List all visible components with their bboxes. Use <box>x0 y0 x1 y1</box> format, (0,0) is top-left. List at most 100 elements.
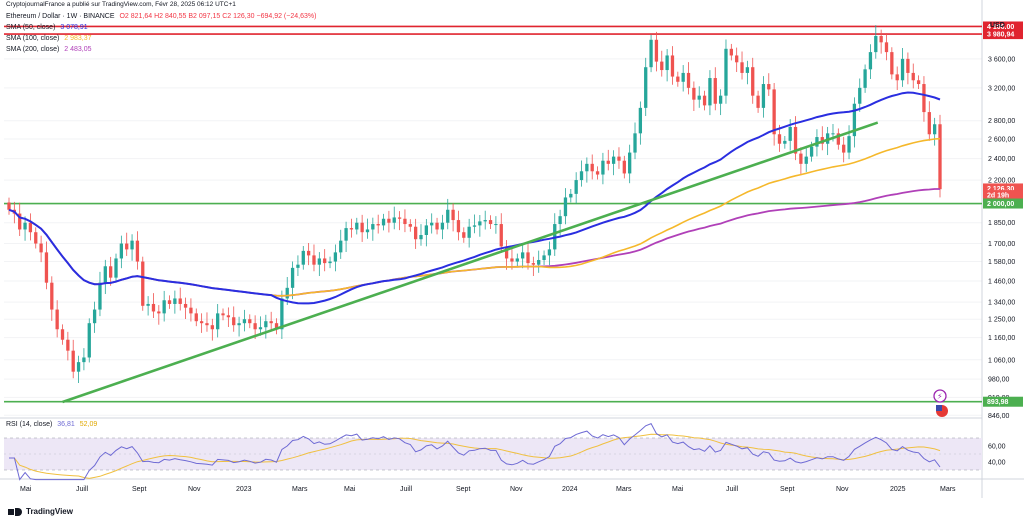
symbol-title: Ethereum / Dollar · 1W · BINANCE <box>6 13 115 20</box>
candle-body <box>922 84 926 113</box>
candle-body <box>66 339 70 351</box>
candle-body <box>927 112 931 135</box>
candle-body <box>601 160 605 175</box>
candle-body <box>146 303 150 306</box>
time-tick-label: Sept <box>132 486 146 493</box>
sma100-label: SMA (100, close) <box>6 35 60 42</box>
candle-body <box>119 243 124 259</box>
candle-body <box>349 228 354 230</box>
candle-body <box>772 89 776 135</box>
candle-body <box>71 350 75 372</box>
candle-body <box>440 222 445 230</box>
rsi-ma-value: 52,09 <box>79 421 98 428</box>
candle-body <box>151 303 156 312</box>
candle-body <box>852 103 857 137</box>
time-tick-label: Juill <box>400 486 413 493</box>
sma200-value: 2 483,05 <box>64 46 92 53</box>
time-tick-label: Mars <box>940 486 956 493</box>
price-tag-label: 2d 19h <box>987 193 1009 200</box>
sma50-legend[interactable]: SMA (50, close) 3 078,91 <box>6 24 88 31</box>
candle-body <box>296 264 300 268</box>
candle-body <box>606 160 610 164</box>
candle-body <box>167 300 172 304</box>
candle-body <box>264 321 268 328</box>
candle-body <box>210 325 214 330</box>
time-tick-label: Mai <box>20 486 32 493</box>
candle-body <box>670 55 675 77</box>
rsi-legend[interactable]: RSI (14, close) 36,81 52,09 <box>6 421 97 428</box>
rsi-label: RSI (14, close) <box>6 421 53 428</box>
sma50-label: SMA (50, close) <box>6 24 56 31</box>
time-tick-label: Mars <box>616 486 632 493</box>
candle-body <box>419 234 423 240</box>
price-tick-label: 2 800,00 <box>988 118 1015 125</box>
price-tick-label: 846,00 <box>988 413 1010 420</box>
candle-body <box>103 266 107 283</box>
candle-body <box>376 224 380 226</box>
candle-body <box>483 220 487 222</box>
brand-name: TradingView <box>26 507 73 516</box>
price-tag-label: 4 106,00 <box>987 24 1014 31</box>
sma100-legend[interactable]: SMA (100, close) 2 983,37 <box>6 35 92 42</box>
candle-body <box>462 232 466 238</box>
price-tick-label: 2 200,00 <box>988 178 1015 185</box>
time-tick-label: Mars <box>292 486 308 493</box>
price-tick-label: 1 060,00 <box>988 357 1015 364</box>
candle-body <box>761 84 766 108</box>
candle-body <box>7 202 11 210</box>
currency-label: USD <box>990 22 1005 29</box>
candle-body <box>328 261 332 264</box>
candle-body <box>114 258 118 278</box>
trendline-line <box>62 121 879 404</box>
candle-body <box>157 311 161 314</box>
candle-body <box>537 259 541 265</box>
candle-body <box>906 58 910 73</box>
candle-body <box>34 232 38 244</box>
price-tick-label: 3 600,00 <box>988 56 1015 63</box>
candle-body <box>526 252 530 264</box>
candle-body <box>280 298 284 330</box>
candle-body <box>815 137 819 147</box>
candle-body <box>521 252 525 259</box>
candle-body <box>504 246 509 259</box>
candle-body <box>585 163 589 172</box>
candle-body <box>488 220 493 225</box>
rsi-panel <box>4 422 982 481</box>
time-tick-label: Juill <box>76 486 89 493</box>
candle-body <box>617 156 621 161</box>
candle-body <box>301 250 305 265</box>
candle-body <box>199 321 204 324</box>
candle-body <box>681 72 685 82</box>
tradingview-icon <box>8 507 22 516</box>
candle-body <box>793 126 798 154</box>
candle-body <box>660 61 664 71</box>
candle-body <box>456 220 461 233</box>
candle-body <box>312 255 316 265</box>
tradingview-logo[interactable]: TradingView <box>8 507 73 516</box>
candle-body <box>125 243 129 250</box>
candle-body <box>895 74 899 81</box>
time-tick-label: Juill <box>726 486 739 493</box>
candle-body <box>745 67 750 73</box>
candle-body <box>87 323 91 358</box>
candle-body <box>692 87 696 100</box>
lightning-icon <box>933 389 947 403</box>
candle-body <box>686 72 691 88</box>
price-tag-bg <box>983 190 1023 201</box>
price-tag-label: 893,98 <box>987 399 1009 406</box>
candle-body <box>205 323 209 326</box>
candle-body <box>60 329 65 340</box>
candle-body <box>237 323 241 326</box>
price-tag-label: 3 980,94 <box>987 32 1014 39</box>
sma200-line <box>8 188 940 297</box>
sma200-legend[interactable]: SMA (200, close) 2 483,05 <box>6 46 92 53</box>
candle-body <box>665 55 669 71</box>
candle-body <box>392 217 396 223</box>
time-tick-label: Nov <box>510 486 523 493</box>
candle-body <box>387 218 391 223</box>
price-tick-label: 1 460,00 <box>988 278 1015 285</box>
candle-body <box>92 309 97 324</box>
candle-body <box>18 213 22 230</box>
